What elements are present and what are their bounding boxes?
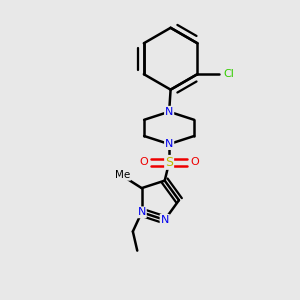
Text: Me: Me: [115, 170, 130, 180]
Text: N: N: [160, 215, 169, 225]
Text: Cl: Cl: [224, 69, 234, 79]
Text: O: O: [190, 158, 199, 167]
Text: N: N: [137, 207, 146, 217]
Text: N: N: [165, 139, 173, 149]
Text: O: O: [139, 158, 148, 167]
Text: S: S: [165, 156, 173, 169]
Text: N: N: [165, 107, 173, 117]
